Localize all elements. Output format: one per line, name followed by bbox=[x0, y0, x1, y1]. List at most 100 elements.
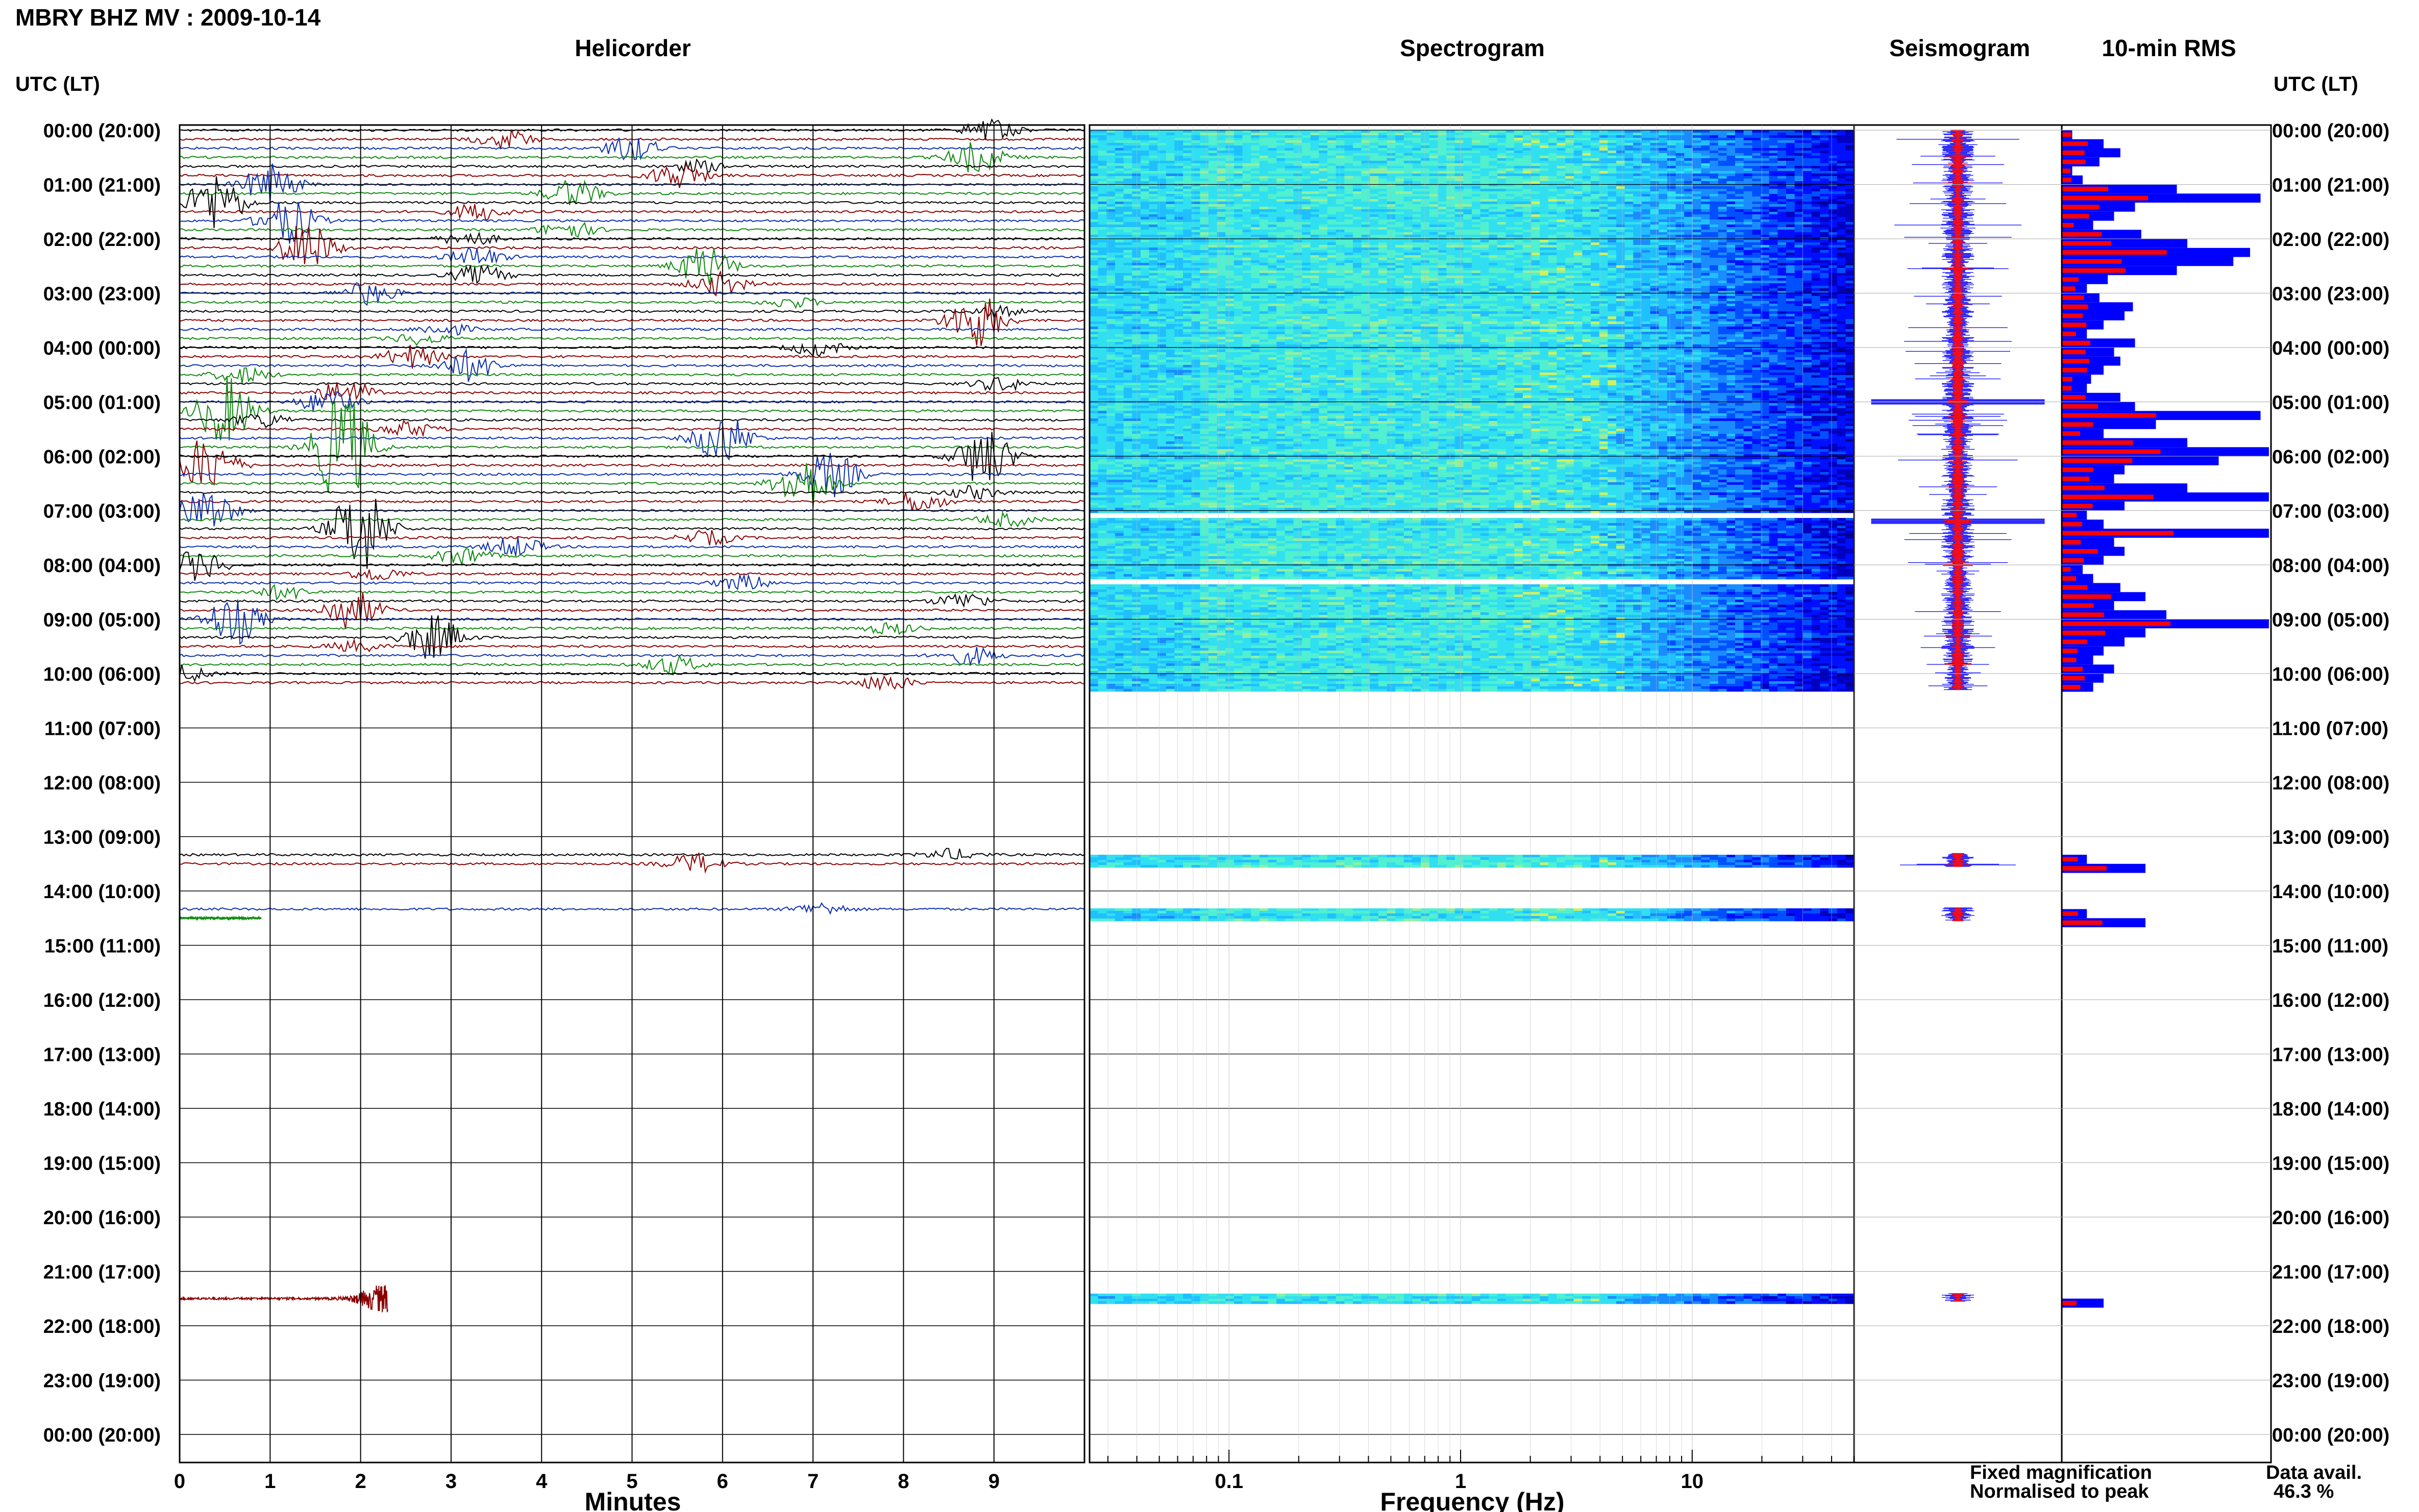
spectrogram-cell bbox=[1497, 173, 1506, 176]
spectrogram-cell bbox=[1353, 145, 1362, 148]
spectrogram-cell bbox=[1285, 176, 1294, 179]
spectrogram-cell bbox=[1693, 156, 1701, 158]
spectrogram-cell bbox=[1327, 166, 1336, 168]
spectrogram-cell bbox=[1845, 145, 1854, 148]
spectrogram-cell bbox=[1234, 148, 1243, 151]
spectrogram-cell bbox=[1591, 145, 1599, 148]
spectrogram-cell bbox=[1472, 151, 1480, 153]
spectrogram-cell bbox=[1642, 158, 1650, 161]
spectrogram-cell bbox=[1726, 153, 1735, 156]
spectrogram-cell bbox=[1506, 130, 1515, 133]
spectrogram-cell bbox=[1157, 145, 1166, 148]
spectrogram-cell bbox=[1183, 140, 1192, 143]
spectrogram-cell bbox=[1710, 138, 1718, 140]
spectrogram-cell bbox=[1200, 161, 1208, 163]
spectrogram-cell bbox=[1829, 163, 1837, 166]
spectrogram-cell bbox=[1370, 153, 1378, 156]
spectrogram-cell bbox=[1667, 145, 1676, 148]
spectrogram-cell bbox=[1251, 138, 1260, 140]
spectrogram-cell bbox=[1311, 171, 1319, 173]
spectrogram-cell bbox=[1192, 176, 1200, 179]
spectrogram-cell bbox=[1532, 148, 1540, 151]
spectrogram-cell bbox=[1174, 148, 1183, 151]
spectrogram-cell bbox=[1726, 173, 1735, 176]
spectrogram-cell bbox=[1225, 133, 1234, 135]
spectrogram-cell bbox=[1845, 133, 1854, 135]
spectrogram-cell bbox=[1582, 173, 1591, 176]
spectrogram-cell bbox=[1710, 133, 1718, 135]
spectrogram-cell bbox=[1115, 156, 1124, 158]
spectrogram-cell bbox=[1294, 148, 1302, 151]
spectrogram-cell bbox=[1200, 168, 1208, 171]
spectrogram-cell bbox=[1642, 156, 1650, 158]
spectrogram-cell bbox=[1778, 171, 1786, 173]
spectrogram-cell bbox=[1829, 166, 1837, 168]
spectrogram-cell bbox=[1149, 171, 1158, 173]
spectrogram-cell bbox=[1769, 163, 1778, 166]
spectrogram-cell bbox=[1378, 168, 1387, 171]
spectrogram-cell bbox=[1276, 148, 1285, 151]
spectrogram-cell bbox=[1174, 138, 1183, 140]
spectrogram-cell bbox=[1642, 138, 1650, 140]
spectrogram-cell bbox=[1616, 166, 1625, 168]
spectrogram-cell bbox=[1820, 156, 1829, 158]
spectrogram-cell bbox=[1387, 166, 1396, 168]
spectrogram-cell bbox=[1268, 166, 1277, 168]
spectrogram-cell bbox=[1115, 140, 1124, 143]
spectrogram-cell bbox=[1200, 135, 1208, 138]
spectrogram-cell bbox=[1837, 140, 1846, 143]
spectrogram-cell bbox=[1795, 163, 1804, 166]
spectrogram-cell bbox=[1591, 156, 1599, 158]
spectrogram-cell bbox=[1353, 151, 1362, 153]
spectrogram-cell bbox=[1684, 173, 1693, 176]
spectrogram-cell bbox=[1726, 148, 1735, 151]
spectrogram-cell bbox=[1362, 148, 1370, 151]
spectrogram-cell bbox=[1489, 151, 1497, 153]
spectrogram-cell bbox=[1693, 140, 1701, 143]
spectrogram-cell bbox=[1302, 130, 1311, 133]
spectrogram-cell bbox=[1472, 171, 1480, 173]
spectrogram-cell bbox=[1132, 130, 1141, 133]
spectrogram-cell bbox=[1174, 171, 1183, 173]
spectrogram-cell bbox=[1141, 173, 1149, 176]
spectrogram-cell bbox=[1285, 156, 1294, 158]
spectrogram-cell bbox=[1565, 130, 1574, 133]
spectrogram-cell bbox=[1778, 161, 1786, 163]
spectrogram-cell bbox=[1302, 166, 1311, 168]
spectrogram-cell bbox=[1506, 168, 1515, 171]
spectrogram-cell bbox=[1795, 161, 1804, 163]
spectrogram-cell bbox=[1319, 163, 1327, 166]
spectrogram-cell bbox=[1718, 151, 1727, 153]
spectrogram-cell bbox=[1514, 130, 1523, 133]
spectrogram-cell bbox=[1157, 143, 1166, 145]
spectrogram-cell bbox=[1268, 173, 1277, 176]
spectrogram-cell bbox=[1778, 130, 1786, 133]
spectrogram-cell bbox=[1413, 138, 1421, 140]
spectrogram-cell bbox=[1744, 156, 1752, 158]
spectrogram-cell bbox=[1429, 151, 1438, 153]
spectrogram-cell bbox=[1506, 143, 1515, 145]
spectrogram-cell bbox=[1480, 145, 1489, 148]
spectrogram-cell bbox=[1455, 158, 1464, 161]
spectrogram-cell bbox=[1659, 148, 1667, 151]
spectrogram-cell bbox=[1319, 138, 1327, 140]
spectrogram-cell bbox=[1565, 161, 1574, 163]
spectrogram-cell bbox=[1302, 151, 1311, 153]
spectrogram-cell bbox=[1098, 135, 1107, 138]
spectrogram-cell bbox=[1540, 161, 1548, 163]
spectrogram-cell bbox=[1642, 148, 1650, 151]
spectrogram-cell bbox=[1115, 130, 1124, 133]
spectrogram-cell bbox=[1149, 156, 1158, 158]
spectrogram-cell bbox=[1472, 163, 1480, 166]
spectrogram-cell bbox=[1744, 166, 1752, 168]
spectrogram-cell bbox=[1718, 153, 1727, 156]
spectrogram-cell bbox=[1463, 151, 1472, 153]
spectrogram-cell bbox=[1132, 145, 1141, 148]
spectrogram-cell bbox=[1208, 151, 1217, 153]
spectrogram-cell bbox=[1124, 161, 1132, 163]
spectrogram-cell bbox=[1650, 168, 1659, 171]
spectrogram-cell bbox=[1446, 153, 1455, 156]
spectrogram-cell bbox=[1387, 168, 1396, 171]
spectrogram-cell bbox=[1429, 156, 1438, 158]
spectrogram-cell bbox=[1183, 143, 1192, 145]
